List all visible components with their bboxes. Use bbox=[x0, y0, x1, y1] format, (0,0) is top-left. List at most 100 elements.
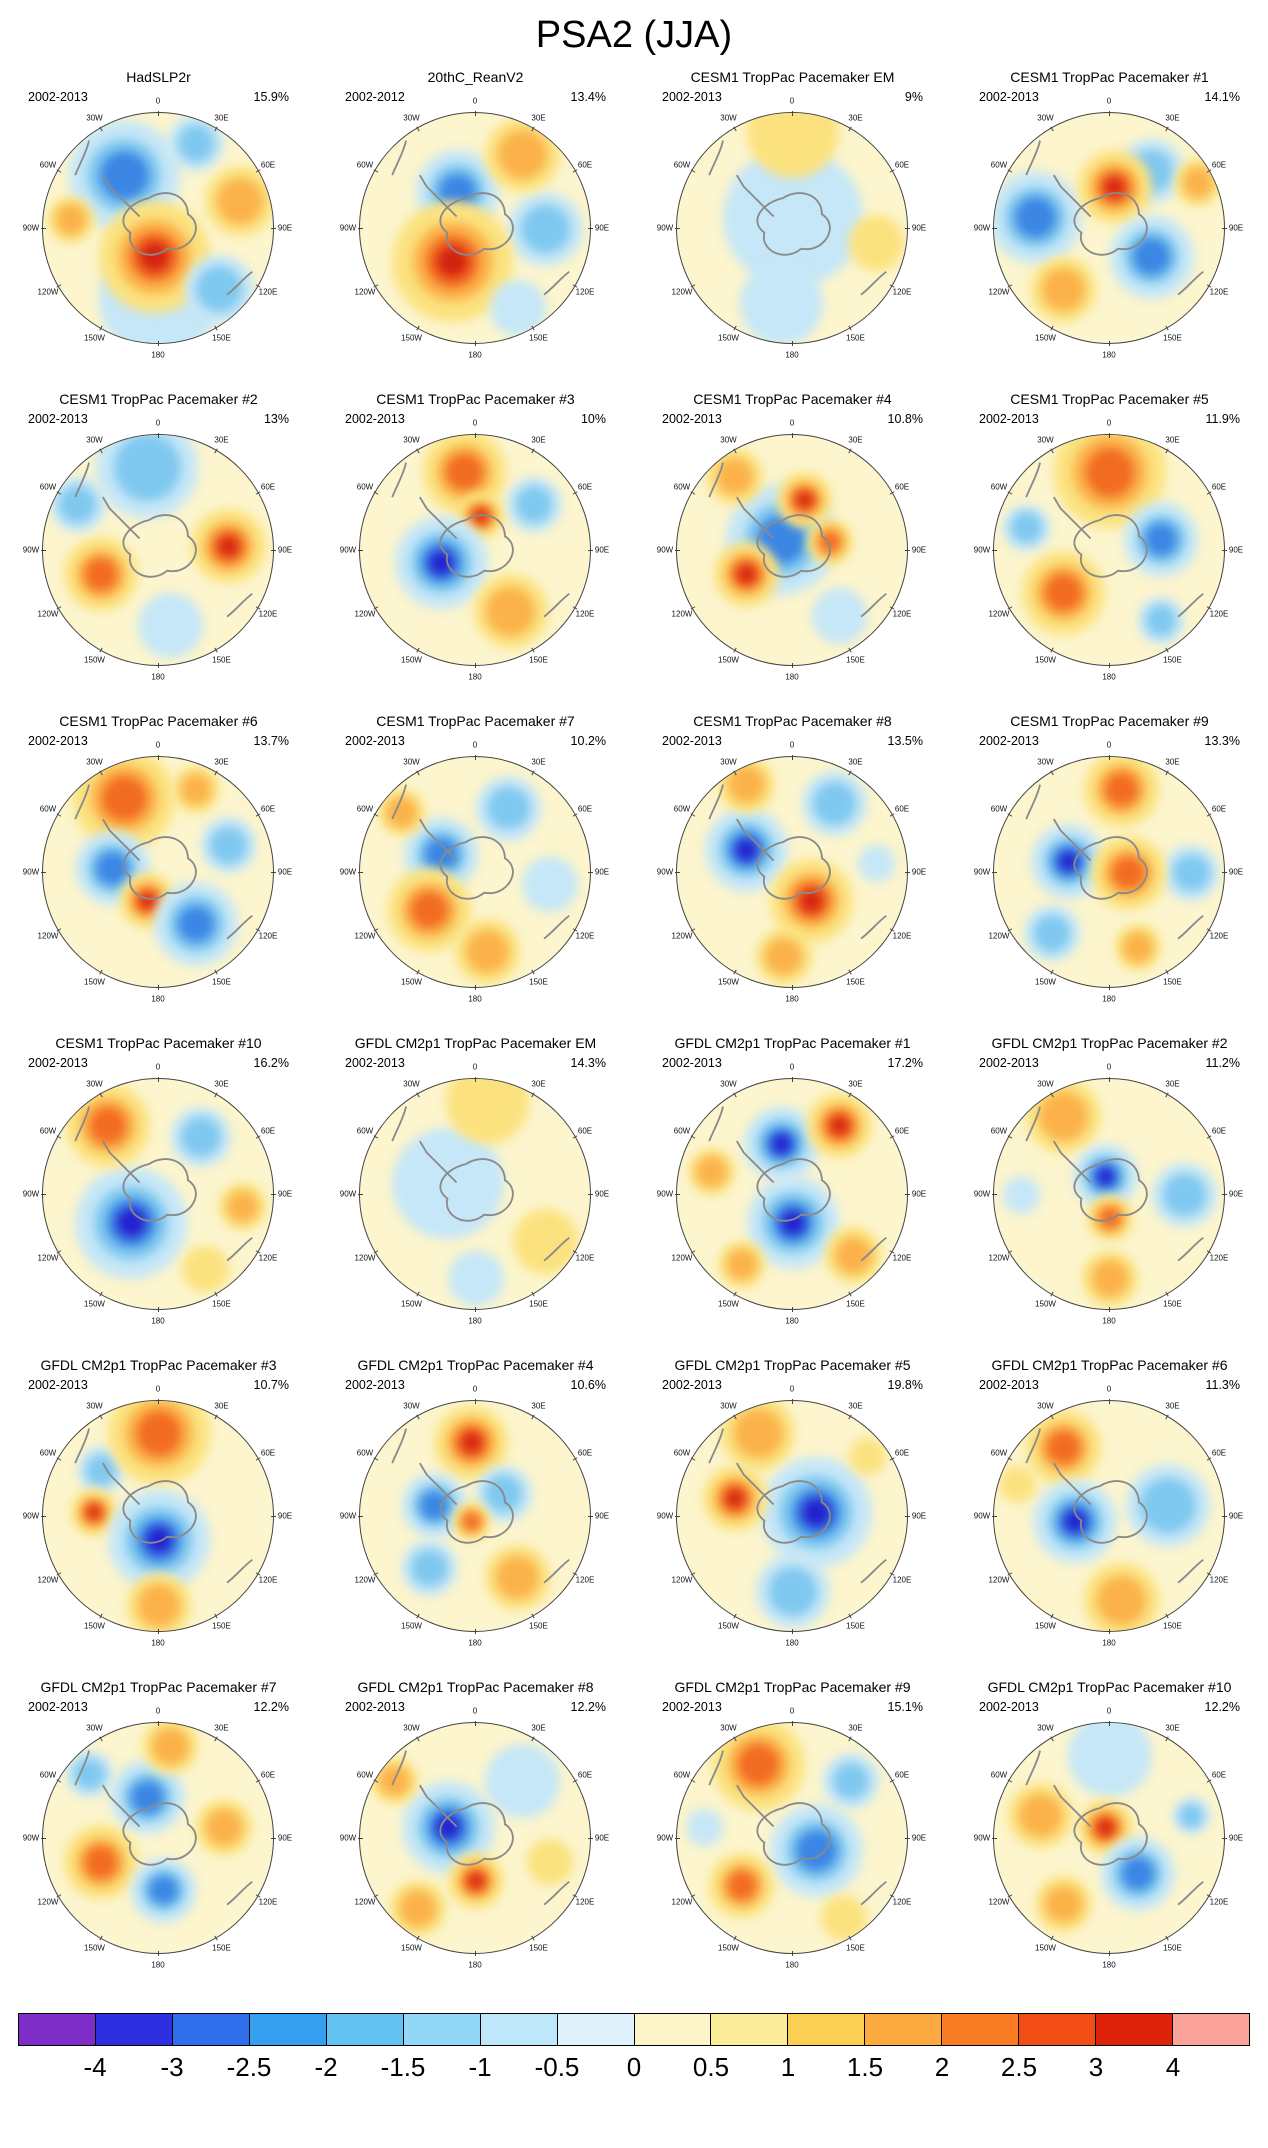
lon-tick-label: 60E bbox=[260, 804, 276, 813]
lon-tick-mark bbox=[791, 1950, 793, 1956]
colorbar-segment bbox=[249, 2014, 327, 2045]
colorbar-tick-label: -2 bbox=[314, 2052, 338, 2082]
map-area: 0 30E 60E 90E 120E 150E 180 150W 120W 90W 60W 30W bbox=[657, 741, 926, 1004]
lon-tick-label: 0 bbox=[789, 1706, 795, 1716]
lon-tick-mark bbox=[474, 662, 476, 668]
lon-tick-label: 150W bbox=[1035, 1943, 1056, 1953]
panel-meta: 2002-2013 13.7% bbox=[28, 734, 289, 748]
lon-tick-mark bbox=[674, 1193, 680, 1195]
lon-tick-label: 0 bbox=[1106, 1062, 1112, 1072]
lon-tick-label: 120E bbox=[575, 287, 595, 296]
antarctica-outline-icon bbox=[74, 462, 253, 618]
lon-tick-label: 60E bbox=[577, 804, 593, 813]
lon-tick-label: 30W bbox=[1037, 757, 1054, 767]
panel-title: GFDL CM2p1 TropPac Pacemaker #10 bbox=[987, 1679, 1232, 1695]
lon-tick-label: 30W bbox=[1037, 1401, 1054, 1411]
map-circle bbox=[676, 756, 908, 988]
lon-tick-label: 90W bbox=[656, 545, 674, 555]
colorbar-segment bbox=[403, 2014, 481, 2045]
map-area: 0 30E 60E 90E 120E 150E 180 150W 120W 90W 60W 30W bbox=[340, 1707, 609, 1970]
panel-variance: 12.2% bbox=[570, 1700, 606, 1714]
lon-tick-label: 30E bbox=[848, 1723, 863, 1733]
panel-meta: 2002-2013 9% bbox=[662, 90, 923, 104]
panel-meta: 2002-2013 15.9% bbox=[28, 90, 289, 104]
lon-tick-label: 30W bbox=[720, 1723, 737, 1733]
lon-tick-label: 150W bbox=[1035, 655, 1056, 665]
lon-tick-label: 120W bbox=[988, 287, 1010, 296]
lon-tick-label: 90E bbox=[277, 1189, 293, 1199]
panel-title: 20thC_ReanV2 bbox=[427, 69, 524, 85]
panel-period: 2002-2013 bbox=[979, 1378, 1039, 1392]
anomaly-blob bbox=[1112, 856, 1145, 890]
panel-variance: 11.3% bbox=[1205, 1378, 1240, 1392]
lon-tick-label: 0 bbox=[789, 1384, 795, 1394]
anomaly-blob bbox=[84, 557, 118, 591]
lon-tick-label: 150E bbox=[529, 655, 548, 665]
lon-tick-label: 90E bbox=[911, 545, 927, 555]
lon-tick-label: 120W bbox=[988, 1575, 1010, 1584]
anomaly-blob bbox=[1042, 267, 1086, 311]
lon-tick-label: 150W bbox=[84, 1943, 105, 1953]
lon-tick-label: 120E bbox=[1209, 609, 1229, 618]
map-area: 0 30E 60E 90E 120E 150E 180 150W 120W 90W 60W 30W bbox=[23, 741, 292, 1004]
lon-tick-label: 180 bbox=[785, 1960, 799, 1970]
lon-tick-label: 180 bbox=[468, 1638, 482, 1648]
panel-period: 2002-2013 bbox=[28, 1056, 88, 1070]
anomaly-blob bbox=[487, 786, 530, 830]
lon-tick-label: 90W bbox=[656, 867, 674, 877]
lon-tick-mark bbox=[40, 227, 46, 229]
lon-tick-label: 30W bbox=[86, 757, 103, 767]
lon-tick-label: 150E bbox=[212, 1299, 231, 1309]
lon-tick-label: 120W bbox=[37, 931, 59, 940]
panel-variance: 17.2% bbox=[887, 1056, 923, 1070]
lon-tick-label: 120E bbox=[1209, 287, 1229, 296]
lon-tick-label: 150W bbox=[84, 1621, 105, 1631]
lon-tick-label: 60E bbox=[577, 160, 593, 169]
lon-tick-label: 180 bbox=[151, 1316, 165, 1326]
antarctica-outline-icon bbox=[391, 1106, 570, 1262]
panel-period: 2002-2013 bbox=[28, 1378, 88, 1392]
lon-tick-label: 90E bbox=[1228, 223, 1244, 233]
lon-tick-label: 30E bbox=[214, 757, 229, 767]
lon-tick-label: 180 bbox=[468, 1960, 482, 1970]
lon-tick-mark bbox=[157, 662, 159, 668]
lon-tick-label: 30W bbox=[403, 1723, 420, 1733]
colorbar-segment bbox=[172, 2014, 250, 2045]
lon-tick-mark bbox=[1221, 1837, 1227, 1839]
lon-tick-mark bbox=[1108, 1720, 1110, 1726]
lon-tick-mark bbox=[357, 549, 363, 551]
lon-tick-mark bbox=[357, 227, 363, 229]
lon-tick-label: 90W bbox=[22, 1833, 40, 1843]
panel-period: 2002-2013 bbox=[345, 412, 405, 426]
lon-tick-label: 150W bbox=[718, 1943, 739, 1953]
lon-tick-label: 180 bbox=[151, 672, 165, 682]
lon-tick-label: 90E bbox=[911, 1833, 927, 1843]
lon-tick-label: 60W bbox=[39, 482, 57, 491]
lon-tick-label: 30W bbox=[1037, 1723, 1054, 1733]
anomaly-blob bbox=[848, 215, 905, 271]
colorbar-tick-label: 3 bbox=[1088, 2052, 1104, 2082]
lon-tick-mark bbox=[1221, 1193, 1227, 1195]
lon-tick-label: 90E bbox=[911, 867, 927, 877]
lon-tick-mark bbox=[791, 1628, 793, 1634]
lon-tick-mark bbox=[474, 1950, 476, 1956]
lon-tick-label: 60E bbox=[1211, 1770, 1227, 1779]
lon-tick-label: 120E bbox=[892, 931, 912, 940]
lon-tick-label: 0 bbox=[1106, 1384, 1112, 1394]
lon-tick-label: 30E bbox=[848, 1079, 863, 1089]
panel-title: CESM1 TropPac Pacemaker #9 bbox=[1010, 713, 1209, 729]
lon-tick-label: 180 bbox=[785, 994, 799, 1004]
panel-meta: 2002-2012 13.4% bbox=[345, 90, 606, 104]
lon-tick-mark bbox=[157, 340, 159, 346]
anomaly-blob bbox=[1085, 447, 1135, 497]
colorbar-tick-label: 1 bbox=[780, 2052, 796, 2082]
lon-tick-label: 30E bbox=[1165, 1079, 1180, 1089]
lon-tick-label: 120W bbox=[37, 287, 59, 296]
lon-tick-label: 90E bbox=[911, 223, 927, 233]
panel-variance: 10.6% bbox=[570, 1378, 606, 1392]
anomaly-blob bbox=[177, 124, 215, 162]
antarctica-outline-icon bbox=[74, 1428, 253, 1584]
lon-tick-label: 60E bbox=[1211, 482, 1227, 491]
map-area: 0 30E 60E 90E 120E 150E 180 150W 120W 90W 60W 30W bbox=[974, 419, 1243, 682]
antarctica-outline-icon bbox=[1025, 140, 1204, 296]
